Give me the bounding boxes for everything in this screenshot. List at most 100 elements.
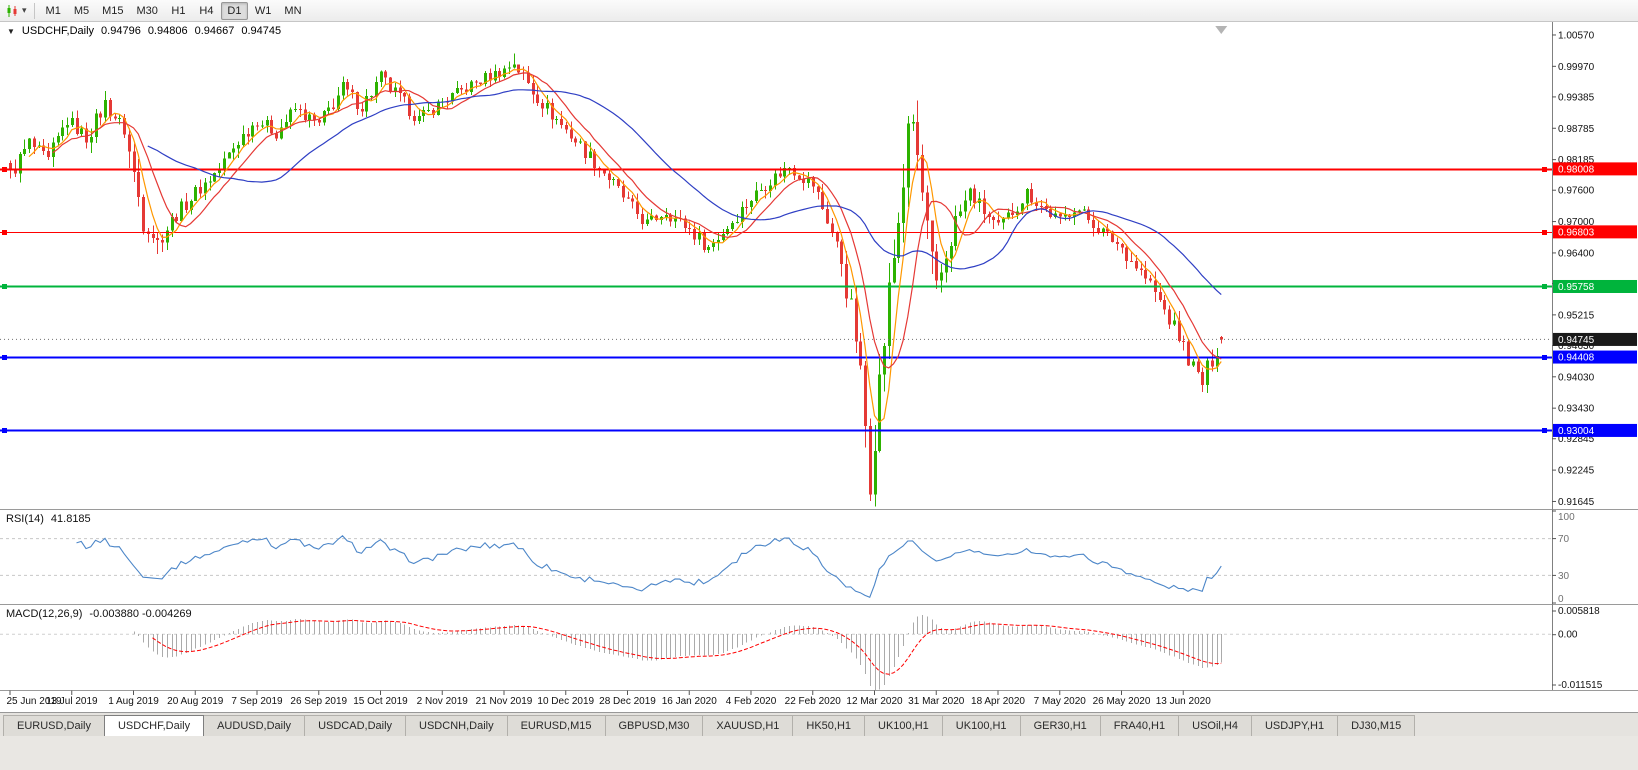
svg-text:0.93430: 0.93430 — [1558, 404, 1595, 415]
price-level-label — [1553, 225, 1637, 239]
svg-text:31 Mar 2020: 31 Mar 2020 — [908, 696, 965, 707]
svg-text:30: 30 — [1558, 571, 1570, 582]
chart-background — [0, 22, 1638, 712]
chart-tab[interactable]: DJ30,M15 — [1337, 715, 1416, 736]
chart-window: 1.00570 0.99970 0.99385 0.98785 0.98185 0.976… — [0, 22, 1638, 712]
svg-text:0: 0 — [1558, 594, 1564, 605]
chart-header: ▼ USDCHF,Daily 0.94796 0.94806 0.94667 0… — [7, 25, 281, 37]
svg-text:18 Apr 2020: 18 Apr 2020 — [971, 696, 1025, 707]
price-axis[interactable]: 1.00570 0.99970 0.99385 0.98785 0.98185 0.976… — [1552, 22, 1637, 690]
line-handle[interactable] — [2, 355, 7, 360]
ohlc-low: 0.94667 — [194, 25, 235, 37]
macd-current-values: -0.003880 -0.004269 — [89, 608, 192, 620]
svg-text:0.98785: 0.98785 — [1558, 124, 1595, 135]
svg-text:0.94030: 0.94030 — [1558, 372, 1595, 383]
chart-tab[interactable]: USDJPY,H1 — [1250, 715, 1339, 736]
rsi-current-value: 41.8185 — [50, 513, 91, 525]
svg-text:0.98185: 0.98185 — [1558, 155, 1595, 166]
rsi-indicator-label: RSI(14) 41.8185 — [6, 513, 91, 525]
timeframe-button[interactable]: M5 — [68, 2, 95, 20]
chart-tab[interactable]: UK100,H1 — [941, 715, 1021, 736]
ohlc-open: 0.94796 — [101, 25, 141, 37]
chart-icon[interactable] — [4, 3, 22, 19]
svg-text:100: 100 — [1558, 512, 1575, 523]
chart-tab[interactable]: GER30,H1 — [1019, 715, 1101, 736]
line-handle[interactable] — [1542, 230, 1547, 235]
chart-tab[interactable]: HK50,H1 — [792, 715, 866, 736]
chart-tab[interactable]: GBPUSD,M30 — [604, 715, 704, 736]
svg-text:4 Feb 2020: 4 Feb 2020 — [726, 696, 777, 707]
dropdown-arrow-icon[interactable]: ▾ — [22, 5, 27, 15]
svg-text:7 May 2020: 7 May 2020 — [1034, 696, 1087, 707]
one-click-trading-arrow-icon[interactable]: ▼ — [7, 26, 15, 36]
candlestick-series — [9, 53, 1223, 507]
toolbar-separator — [33, 2, 35, 19]
timeframe-button[interactable]: H4 — [193, 2, 220, 20]
svg-text:1.00570: 1.00570 — [1558, 30, 1595, 41]
line-handle[interactable] — [2, 167, 7, 172]
timeframe-button[interactable]: MN — [278, 2, 307, 20]
svg-text:16 Jan 2020: 16 Jan 2020 — [662, 696, 717, 707]
svg-text:26 Sep 2019: 26 Sep 2019 — [290, 696, 347, 707]
price-level-label — [1553, 350, 1637, 364]
svg-text:0.96803: 0.96803 — [1558, 227, 1595, 238]
svg-text:2 Nov 2019: 2 Nov 2019 — [417, 696, 469, 707]
timeframe-buttons: M1 M5 M15 M30 H1 H4 D1 W1 MN — [40, 1, 308, 20]
line-handle[interactable] — [1542, 284, 1547, 289]
rsi-line — [76, 535, 1222, 599]
horizontal-level-lines[interactable] — [0, 167, 1552, 433]
svg-text:25 Jun 2019: 25 Jun 2019 — [6, 696, 61, 707]
timeframe-button[interactable]: M15 — [96, 2, 129, 20]
svg-text:0.96400: 0.96400 — [1558, 248, 1595, 259]
rsi-indicator: 100 70 30 0 — [0, 510, 1575, 605]
chart-tab-bar: EURUSD,Daily USDCHF,Daily AUDUSD,Daily USDC… — [0, 712, 1638, 736]
svg-text:13 Jul 2019: 13 Jul 2019 — [46, 696, 98, 707]
line-handle[interactable] — [2, 284, 7, 289]
chart-tab[interactable]: USDCNH,Daily — [405, 715, 508, 736]
chart-tab[interactable]: EURUSD,M15 — [506, 715, 606, 736]
macd-signal-line — [152, 619, 1222, 675]
line-handle[interactable] — [1542, 167, 1547, 172]
line-handle[interactable] — [1542, 428, 1547, 433]
moving-average-line — [52, 72, 1222, 369]
svg-text:0.99385: 0.99385 — [1558, 92, 1595, 103]
chart-tab[interactable]: USDCHF,Daily — [103, 715, 205, 736]
chart-tab[interactable]: XAUUSD,H1 — [702, 715, 794, 736]
price-level-label — [1553, 162, 1637, 176]
svg-text:1 Aug 2019: 1 Aug 2019 — [108, 696, 159, 707]
window-bottom-area — [0, 736, 1638, 770]
moving-average-line — [28, 68, 1222, 424]
svg-text:0.92245: 0.92245 — [1558, 466, 1595, 477]
timeframe-button[interactable]: M30 — [131, 2, 164, 20]
svg-text:20 Aug 2019: 20 Aug 2019 — [167, 696, 224, 707]
line-handle[interactable] — [1542, 355, 1547, 360]
line-handle[interactable] — [2, 428, 7, 433]
timeframe-button[interactable]: H1 — [165, 2, 192, 20]
chart-shift-marker[interactable] — [1215, 26, 1228, 34]
chart-tab[interactable]: FRA40,H1 — [1099, 715, 1180, 736]
chart-tab[interactable]: USOil,H4 — [1178, 715, 1252, 736]
moving-average-lines — [28, 68, 1222, 424]
chart-canvas[interactable]: 1.00570 0.99970 0.99385 0.98785 0.98185 0.976… — [0, 22, 1638, 712]
svg-text:-0.011515: -0.011515 — [1558, 680, 1603, 691]
svg-text:12 Mar 2020: 12 Mar 2020 — [846, 696, 903, 707]
svg-text:0.95215: 0.95215 — [1558, 310, 1595, 321]
line-handle[interactable] — [2, 230, 7, 235]
chart-tab[interactable]: AUDUSD,Daily — [203, 715, 306, 736]
svg-text:10 Dec 2019: 10 Dec 2019 — [537, 696, 594, 707]
svg-text:0.95758: 0.95758 — [1558, 282, 1595, 293]
chart-tab[interactable]: EURUSD,Daily — [3, 715, 105, 736]
price-level-label — [1553, 279, 1637, 293]
macd-indicator-label: MACD(12,26,9) -0.003880 -0.004269 — [6, 608, 192, 620]
svg-text:0.98008: 0.98008 — [1558, 164, 1595, 175]
svg-text:0.92845: 0.92845 — [1558, 434, 1595, 445]
price-level-label — [1553, 332, 1637, 346]
chart-tab[interactable]: USDCAD,Daily — [304, 715, 407, 736]
svg-text:26 May 2020: 26 May 2020 — [1093, 696, 1151, 707]
chart-tab[interactable]: UK100,H1 — [864, 715, 943, 736]
timeframe-button[interactable]: D1 — [220, 1, 248, 20]
timeframe-toolbar: ▾ M1 M5 M15 M30 H1 H4 D1 W1 MN — [0, 0, 1638, 22]
timeframe-button[interactable]: M1 — [40, 2, 67, 20]
timeframe-button[interactable]: W1 — [249, 2, 278, 20]
